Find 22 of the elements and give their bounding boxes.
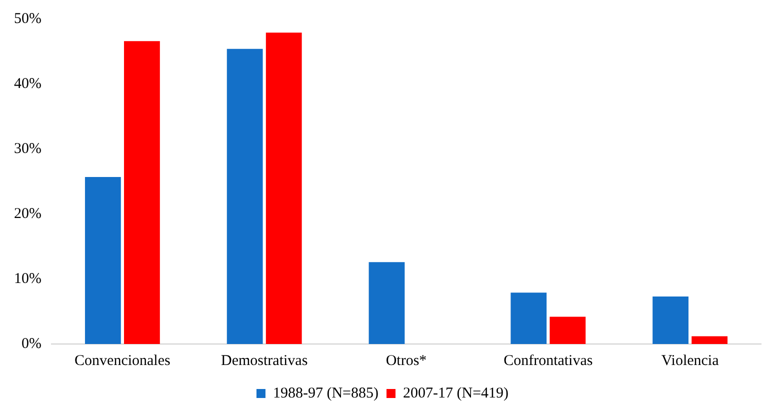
y-tick-label: 0% [21,336,42,352]
bar [124,41,160,344]
legend-label: 2007-17 (N=419) [403,385,509,402]
y-tick-label: 40% [14,76,42,92]
bar [266,32,302,344]
y-tick-label: 30% [14,140,42,157]
y-tick-label: 10% [14,270,42,287]
bar [510,292,547,344]
x-tick-label: Convencionales [74,352,171,369]
x-tick-label: Otros* [386,352,427,369]
bar [368,262,405,344]
bar [692,336,728,344]
y-tick-label: 50% [14,10,42,27]
bar [226,48,263,344]
bar [550,316,586,344]
x-tick-label: Violencia [661,352,720,369]
legend-label: 1988-97 (N=885) [272,385,379,402]
x-tick-label: Demostrativas [221,352,308,369]
bar [84,176,121,344]
y-tick-label: 20% [14,206,42,222]
bar [652,296,688,344]
x-tick-label: Confrontativas [504,352,593,369]
